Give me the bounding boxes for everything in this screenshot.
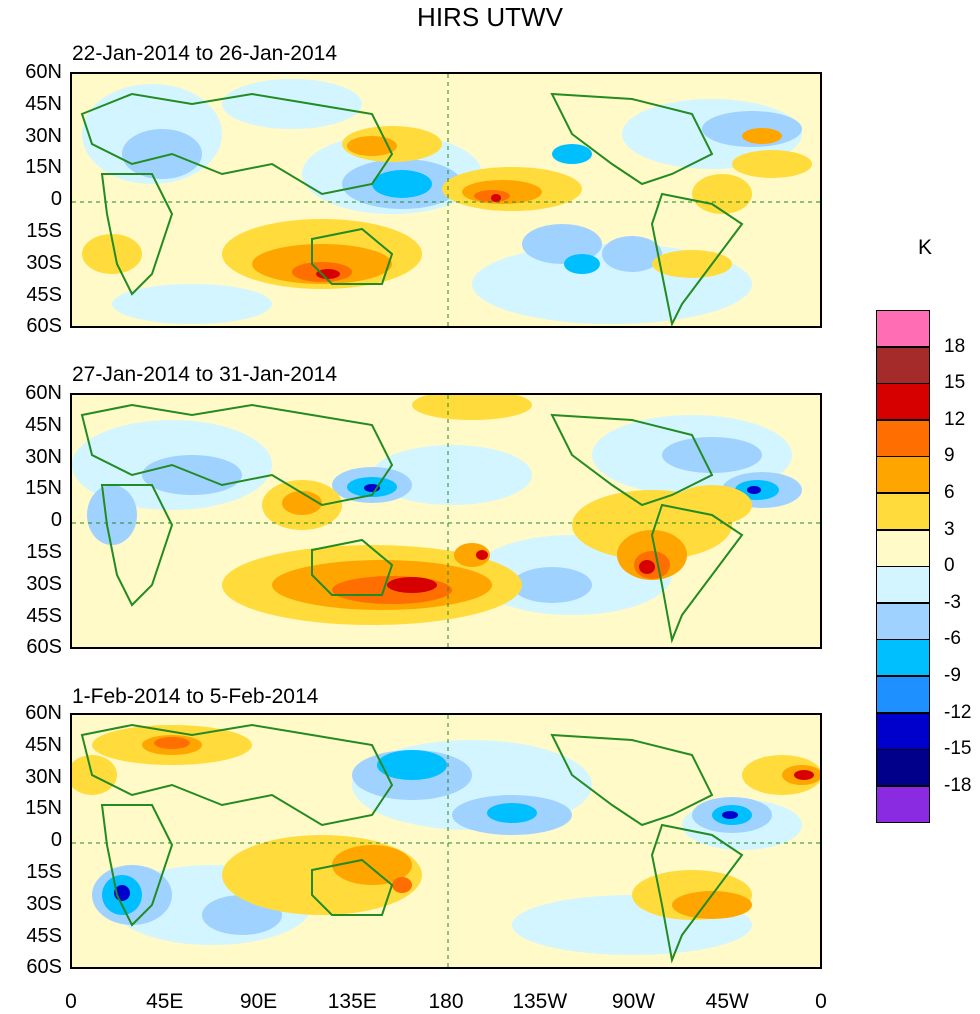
- lat-label: 0: [50, 509, 62, 532]
- map-panel-1-field: [72, 74, 820, 326]
- panel-2-subtitle: 27-Jan-2014 to 31-Jan-2014: [72, 363, 338, 386]
- lat-label: 15S: [26, 220, 62, 242]
- colorbar-label: 6: [944, 482, 955, 503]
- colorbar-swatch: [876, 419, 930, 457]
- lat-label: 60N: [25, 382, 62, 404]
- lat-label: 45S: [26, 283, 62, 306]
- colorbar-swatch: [876, 346, 930, 384]
- colorbar-label: -12: [944, 701, 972, 723]
- colorbar-swatch: [876, 639, 930, 677]
- lat-label: 30S: [26, 251, 62, 274]
- lon-label: 135W: [512, 990, 568, 1013]
- lat-label: 45S: [26, 924, 62, 947]
- colorbar-swatch: [876, 310, 930, 347]
- lat-label: 15S: [26, 861, 62, 883]
- colorbar-swatch: [876, 383, 930, 421]
- lat-label: 45S: [26, 604, 62, 627]
- colorbar-label: -18: [944, 774, 972, 796]
- map-panel-3-field: [72, 715, 820, 967]
- lat-label: 60N: [25, 702, 62, 724]
- lat-label: 0: [50, 829, 62, 852]
- colorbar-label: 12: [944, 408, 966, 430]
- colorbar-swatch: [876, 749, 930, 787]
- colorbar-label: 15: [944, 372, 966, 394]
- lat-label: 0: [50, 188, 62, 211]
- lat-label: 60S: [26, 636, 62, 659]
- map-panel-1: [70, 72, 822, 328]
- lat-label: 45N: [25, 413, 62, 436]
- lon-label: 180: [428, 990, 464, 1013]
- colorbar-swatch: [876, 493, 930, 530]
- colorbar-swatch: [876, 712, 930, 750]
- figure-title: HIRS UTWV: [417, 2, 563, 32]
- lat-label: 15N: [25, 156, 62, 179]
- lat-label: 15N: [25, 477, 62, 500]
- lat-label: 30N: [25, 765, 62, 788]
- map-panel-3: [70, 713, 822, 969]
- map-panel-2: [70, 393, 822, 649]
- lat-label: 60N: [25, 61, 62, 83]
- colorbar-swatch: [876, 529, 930, 567]
- map-panel-2-field: [72, 395, 820, 647]
- lat-label: 30S: [26, 892, 62, 915]
- lon-label: 45E: [146, 990, 184, 1013]
- lon-label: 0: [815, 990, 827, 1013]
- lat-label: 30N: [25, 124, 62, 147]
- colorbar-label: -15: [944, 738, 972, 760]
- colorbar-label: 0: [944, 555, 955, 577]
- lon-label: 135E: [327, 990, 377, 1013]
- colorbar-swatch: [876, 602, 930, 640]
- lat-label: 15S: [26, 541, 62, 563]
- colorbar-unit: K: [918, 236, 933, 259]
- lat-label: 30N: [25, 445, 62, 468]
- colorbar-swatch: [876, 785, 930, 823]
- lat-label: 60S: [26, 315, 62, 338]
- lon-label: 90W: [611, 990, 656, 1013]
- lon-label: 90E: [239, 990, 278, 1013]
- panel-1-subtitle: 22-Jan-2014 to 26-Jan-2014: [72, 42, 338, 65]
- colorbar-label: -3: [944, 591, 961, 613]
- colorbar-swatch: [876, 566, 930, 604]
- lat-label: 45N: [25, 92, 62, 115]
- lon-label: 0: [65, 990, 77, 1013]
- lat-label: 45N: [25, 733, 62, 756]
- colorbar-swatch: [876, 456, 930, 494]
- lon-label: 45W: [705, 990, 749, 1013]
- colorbar-label: 18: [944, 335, 966, 357]
- lat-label: 60S: [26, 956, 62, 979]
- colorbar-label: -6: [944, 628, 961, 650]
- colorbar-label: 9: [944, 445, 955, 467]
- lat-label: 15N: [25, 797, 62, 820]
- colorbar-label: -9: [944, 665, 961, 686]
- panel-3-subtitle: 1-Feb-2014 to 5-Feb-2014: [72, 685, 319, 708]
- colorbar-swatch: [876, 676, 930, 713]
- lat-label: 30S: [26, 572, 62, 595]
- colorbar-label: 3: [944, 518, 955, 540]
